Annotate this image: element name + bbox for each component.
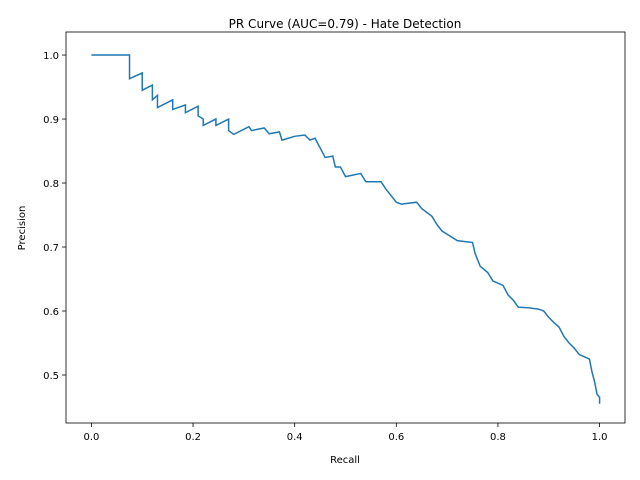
y-axis-label: Precision	[17, 206, 28, 251]
x-tick-label: 0.6	[388, 432, 404, 443]
x-axis-label: Recall	[330, 455, 360, 466]
y-tick-label: 0.9	[43, 115, 59, 126]
x-tick-label: 0.4	[287, 432, 303, 443]
y-tick-label: 0.6	[43, 307, 59, 318]
x-tick-label: 1.0	[592, 432, 608, 443]
y-tick-label: 0.5	[43, 371, 59, 382]
x-tick-label: 0.2	[185, 432, 201, 443]
plot-frame	[65, 31, 626, 424]
x-tick-label: 0.8	[490, 432, 506, 443]
y-tick-label: 1.0	[43, 51, 59, 62]
x-tick-label: 0.0	[83, 432, 99, 443]
pr-curve	[91, 54, 601, 404]
chart-title: PR Curve (AUC=0.79) - Hate Detection	[229, 17, 462, 31]
y-tick-label: 0.7	[43, 243, 59, 254]
y-tick-label: 0.8	[43, 179, 59, 190]
